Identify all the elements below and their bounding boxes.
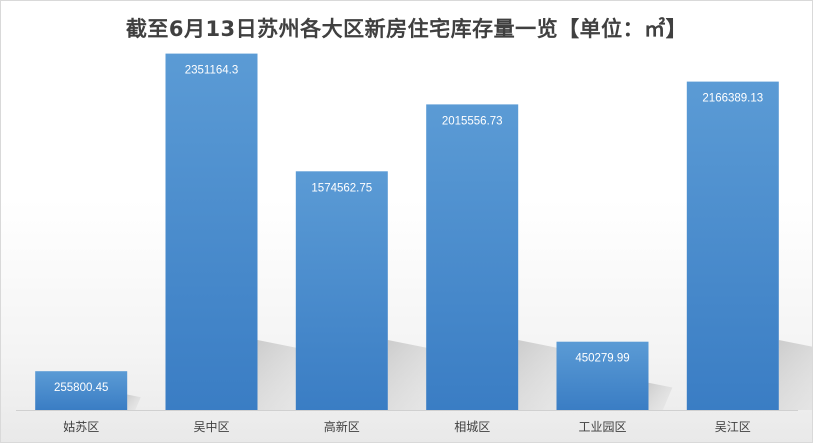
bar-姑苏区 [35, 371, 128, 410]
bar-相城区 [426, 104, 519, 411]
bar-吴中区 [165, 53, 258, 410]
category-label: 高新区 [324, 419, 360, 434]
bar-series [35, 53, 779, 411]
category-labels: 姑苏区 吴中区 高新区 相城区 工业园区 吴江区 [63, 419, 751, 434]
category-label: 工业园区 [578, 420, 626, 434]
category-label: 姑苏区 [63, 420, 99, 434]
bar-吴江区 [686, 81, 779, 410]
data-labels: 255800.45 2351164.3 1574562.75 2015556.73 45… [54, 65, 763, 395]
bar-shadow [648, 382, 673, 410]
category-label: 吴江区 [715, 420, 751, 434]
data-label: 2351164.3 [185, 65, 239, 77]
data-label: 450279.99 [575, 353, 629, 365]
category-label: 相城区 [454, 420, 490, 434]
bar-shadow [778, 340, 812, 410]
data-label: 1574562.75 [311, 182, 372, 194]
bar-shadow [127, 394, 141, 410]
category-label: 吴中区 [193, 419, 229, 434]
data-label: 255800.45 [54, 382, 108, 394]
data-label: 2166389.13 [702, 93, 763, 105]
data-label: 2015556.73 [442, 115, 503, 127]
bar-工业园区 [556, 341, 649, 410]
bar-高新区 [295, 171, 388, 410]
chart-title: 截至6月13日苏州各大区新房住宅库存量一览【单位：㎡】 [125, 17, 688, 41]
